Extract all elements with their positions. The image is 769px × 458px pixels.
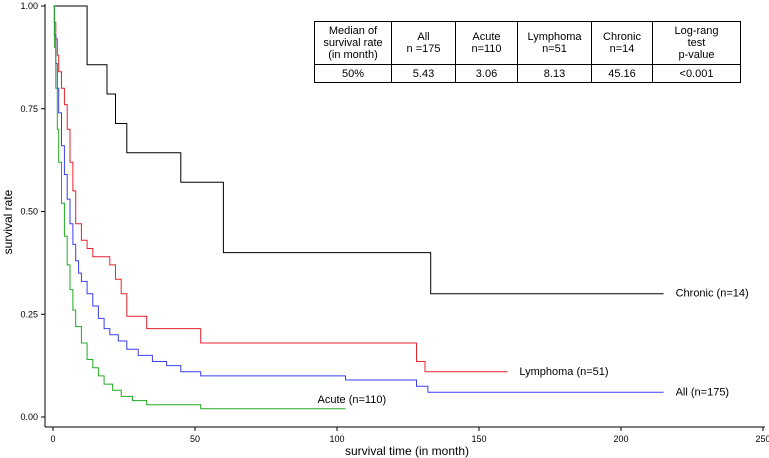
series-line-acute — [53, 5, 346, 410]
table-header-cell: All n =175 — [391, 21, 456, 65]
table-value-cell: 5.43 — [391, 64, 456, 83]
series-label-chronic: Chronic (n=14) — [676, 288, 749, 300]
series-label-acute: Acute (n=110) — [318, 394, 387, 406]
x-tick-label: 150 — [471, 434, 486, 444]
table-value-cell: 50% — [314, 64, 392, 83]
x-tick-label: 50 — [190, 434, 200, 444]
table-header-cell: Log-rang test p-value — [652, 21, 741, 65]
x-tick-label: 0 — [50, 434, 55, 444]
table-header-cell: Lymphoma n=51 — [517, 21, 592, 65]
x-tick-label: 250 — [755, 434, 769, 444]
chart-axes — [44, 4, 765, 428]
table-value-cell: 45.16 — [591, 64, 653, 83]
x-axis-label: survival time (in month) — [345, 444, 469, 458]
y-tick-label: 0.50 — [20, 207, 38, 217]
y-tick-label: 0.75 — [20, 104, 38, 114]
series-label-lymphoma: Lymphoma (n=51) — [519, 366, 608, 378]
series-labels: Chronic (n=14) Lymphoma (n=51) All (n=175)… — [318, 288, 749, 406]
table-value-row: 50% 5.43 3.06 8.13 45.16 <0.001 — [314, 64, 741, 83]
table-header-cell: Acute n=110 — [455, 21, 518, 65]
y-axis-label: survival rate — [1, 189, 15, 254]
chart-lines — [53, 5, 664, 410]
table-value-cell: <0.001 — [652, 64, 741, 83]
y-tick-label: 0.00 — [20, 412, 38, 422]
table-header-cell: Chronic n=14 — [591, 21, 653, 65]
median-survival-table: Median of survival rate (in month) All n… — [314, 21, 741, 83]
chart-ticks: 0.00 0.25 0.50 0.75 1.00 0 50 100 150 200 250 — [20, 1, 769, 444]
y-tick-label: 0.25 — [20, 309, 38, 319]
series-line-lymphoma — [53, 5, 508, 373]
table-header-cell: Median of survival rate (in month) — [314, 21, 392, 65]
y-tick-label: 1.00 — [20, 1, 38, 11]
table-header-row: Median of survival rate (in month) All n… — [314, 21, 741, 65]
table-value-cell: 8.13 — [517, 64, 592, 83]
x-tick-label: 100 — [329, 434, 344, 444]
series-label-all: All (n=175) — [676, 386, 730, 398]
series-line-all — [53, 5, 664, 393]
x-tick-label: 200 — [613, 434, 628, 444]
table-value-cell: 3.06 — [455, 64, 518, 83]
series-line-chronic — [53, 5, 664, 295]
